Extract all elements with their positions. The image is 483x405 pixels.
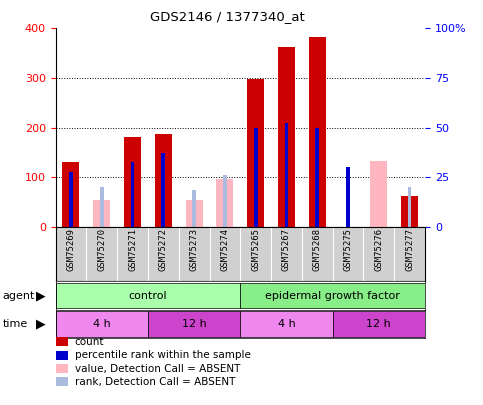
Text: GSM75270: GSM75270 <box>97 228 106 271</box>
Text: count: count <box>75 337 104 347</box>
Bar <box>93 200 110 227</box>
Text: GSM75265: GSM75265 <box>251 228 260 271</box>
Text: GSM75276: GSM75276 <box>374 228 384 271</box>
Text: epidermal growth factor: epidermal growth factor <box>265 291 400 301</box>
Bar <box>185 200 202 227</box>
Bar <box>56 311 148 337</box>
Bar <box>223 175 227 227</box>
Text: GSM75272: GSM75272 <box>159 228 168 271</box>
Bar <box>284 123 288 227</box>
Text: percentile rank within the sample: percentile rank within the sample <box>75 350 251 360</box>
Text: 12 h: 12 h <box>367 319 391 329</box>
Bar <box>401 196 418 227</box>
Bar <box>69 172 73 227</box>
Bar <box>247 79 264 227</box>
Text: ▶: ▶ <box>36 289 46 302</box>
Text: GSM75273: GSM75273 <box>190 228 199 271</box>
Text: rank, Detection Call = ABSENT: rank, Detection Call = ABSENT <box>75 377 235 387</box>
Bar <box>148 311 241 337</box>
Bar <box>241 311 333 337</box>
Bar <box>346 167 350 227</box>
Text: GDS2146 / 1377340_at: GDS2146 / 1377340_at <box>150 10 304 23</box>
Text: ▶: ▶ <box>36 318 46 330</box>
Bar <box>100 187 103 227</box>
Text: value, Detection Call = ABSENT: value, Detection Call = ABSENT <box>75 364 240 373</box>
Bar <box>161 153 165 227</box>
Text: GSM75277: GSM75277 <box>405 228 414 271</box>
Bar <box>216 179 233 227</box>
Text: 4 h: 4 h <box>93 319 111 329</box>
Bar <box>278 47 295 227</box>
Text: GSM75269: GSM75269 <box>67 228 75 271</box>
Bar <box>131 162 134 227</box>
Bar <box>333 311 425 337</box>
Text: time: time <box>2 319 28 329</box>
Bar <box>408 187 412 227</box>
Text: GSM75268: GSM75268 <box>313 228 322 271</box>
Bar <box>124 138 141 227</box>
Text: GSM75275: GSM75275 <box>343 228 353 271</box>
Text: agent: agent <box>2 291 35 301</box>
Text: GSM75274: GSM75274 <box>220 228 229 271</box>
Bar <box>370 161 387 227</box>
Text: GSM75271: GSM75271 <box>128 228 137 271</box>
Bar <box>56 283 241 309</box>
Text: control: control <box>128 291 167 301</box>
Bar <box>192 190 196 227</box>
Bar <box>254 128 257 227</box>
Bar <box>315 128 319 227</box>
Text: GSM75267: GSM75267 <box>282 228 291 271</box>
Bar <box>62 162 79 227</box>
Bar <box>241 283 425 309</box>
Bar <box>309 37 326 227</box>
Text: 4 h: 4 h <box>278 319 295 329</box>
Bar <box>155 134 172 227</box>
Text: 12 h: 12 h <box>182 319 206 329</box>
